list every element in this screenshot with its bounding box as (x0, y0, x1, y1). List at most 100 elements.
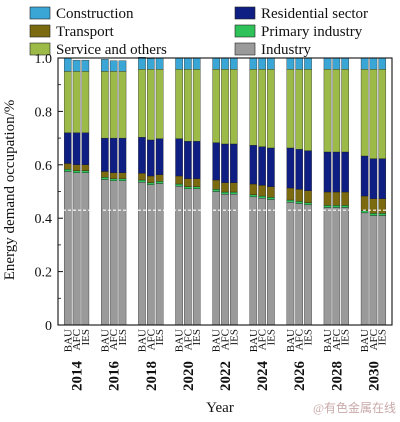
bar-segment-primary-industry (175, 183, 183, 187)
bar-segment-industry (63, 171, 72, 326)
legend-label-primary-industry: Primary industry (261, 24, 363, 40)
bar-segment-service-and-others (155, 69, 164, 139)
legend-swatch-industry (234, 42, 256, 56)
y-tick-label: 0 (45, 319, 52, 334)
bar-segment-residential-sector (360, 155, 369, 197)
bar-segment-residential-sector (72, 132, 81, 165)
bar-segment-service-and-others (230, 69, 238, 145)
bar-segment-industry (332, 207, 341, 326)
bar-segment-transport (63, 163, 72, 170)
bar-segment-primary-industry (267, 197, 275, 200)
bar-segment-transport (369, 198, 378, 214)
bar-segment-primary-industry (230, 191, 238, 195)
bar-segment-industry (184, 188, 192, 326)
bar-segment-transport (286, 187, 295, 201)
bar-segment-service-and-others (378, 69, 387, 159)
bar-segment-transport (101, 171, 109, 178)
bar-segment-service-and-others (109, 71, 118, 139)
scenario-label: AFC (220, 329, 232, 350)
bar-segment-industry (295, 203, 303, 326)
bar-segment-service-and-others (192, 69, 201, 142)
bar-segment-transport (212, 179, 220, 190)
bar-segment-primary-industry (304, 202, 312, 206)
bar-segment-transport (221, 182, 229, 193)
bar-segment-residential-sector (118, 137, 127, 173)
bar-segment-primary-industry (212, 189, 220, 192)
bar-segment-industry (378, 215, 387, 326)
bar-segment-residential-sector (63, 132, 72, 164)
bar-segment-industry (369, 215, 378, 326)
bar-segment-construction (221, 57, 229, 70)
scenario-label: BAU (248, 329, 260, 352)
scenario-label: IES (377, 329, 389, 346)
scenario-label: AFC (182, 329, 194, 350)
scenario-label: BAU (322, 329, 334, 352)
bar-segment-service-and-others (286, 69, 295, 149)
bar-segment-transport (230, 182, 238, 193)
bar-segment-service-and-others (341, 69, 349, 153)
bar-segment-primary-industry (109, 178, 118, 181)
bar-segment-transport (175, 175, 183, 185)
bar-segment-industry (175, 185, 183, 326)
scenario-label: AFC (145, 329, 157, 350)
bar-segment-service-and-others (295, 69, 303, 150)
bar-segment-service-and-others (258, 69, 266, 147)
bar-segment-primary-industry (184, 186, 192, 190)
bar-segment-primary-industry (323, 205, 332, 208)
bar-segment-transport (332, 191, 341, 206)
bar-segment-service-and-others (184, 69, 192, 142)
bar-segment-transport (323, 191, 332, 206)
bar-segment-construction (332, 57, 341, 70)
bar-segment-primary-industry (360, 210, 369, 214)
legend: Construction Residential sector Transport P… (29, 6, 368, 58)
legend-label-industry: Industry (261, 42, 311, 58)
bar-segment-industry (212, 191, 220, 326)
bar-segment-residential-sector (184, 141, 192, 179)
bar-segment-service-and-others (304, 69, 312, 151)
bar-segment-construction (175, 57, 183, 70)
x-axis-title: Year (206, 400, 234, 416)
bar-segment-industry (138, 181, 146, 326)
bar-segment-construction (212, 57, 220, 70)
bar-segment-residential-sector (369, 158, 378, 199)
bar-segment-primary-industry (138, 179, 146, 183)
y-axis-title: Energy demand occupation/% (2, 100, 18, 281)
bar-segment-construction (304, 57, 312, 70)
scenario-label: IES (154, 329, 166, 346)
year-label: 2020 (181, 361, 197, 391)
bar-segment-construction (378, 57, 387, 70)
bar-segment-primary-industry (369, 213, 378, 216)
year-label: 2030 (366, 361, 382, 391)
bar-segment-residential-sector (286, 147, 295, 189)
bar-segment-service-and-others (81, 71, 90, 133)
bar-segment-service-and-others (212, 69, 220, 143)
bar-segment-primary-industry (378, 213, 387, 216)
bar-segment-residential-sector (295, 149, 303, 190)
bar-segment-construction (138, 57, 146, 70)
legend-label-residential-sector: Residential sector (261, 6, 368, 22)
bar-segment-service-and-others (267, 69, 275, 149)
legend-label-transport: Transport (56, 24, 115, 40)
year-label: 2024 (255, 361, 271, 392)
bar-segment-industry (341, 207, 349, 326)
bar-segment-industry (360, 212, 369, 326)
bar-segment-transport (378, 198, 387, 214)
scenario-label: IES (303, 329, 315, 346)
bar-segment-service-and-others (138, 69, 146, 138)
legend-label-construction: Construction (56, 6, 134, 22)
bar-segment-residential-sector (258, 146, 266, 186)
bar-segment-industry (286, 202, 295, 326)
bar-segment-residential-sector (192, 141, 201, 179)
bar-segment-industry (221, 193, 229, 326)
bar-segment-industry (258, 198, 266, 326)
bar-segment-service-and-others (369, 69, 378, 159)
bar-segment-industry (323, 207, 332, 326)
bar-segment-industry (81, 172, 90, 326)
bar-segment-industry (147, 184, 155, 326)
bar-segment-industry (72, 172, 81, 326)
scenario-label: IES (191, 329, 203, 346)
legend-swatch-service-and-others (29, 42, 51, 56)
scenario-label: IES (340, 329, 352, 346)
